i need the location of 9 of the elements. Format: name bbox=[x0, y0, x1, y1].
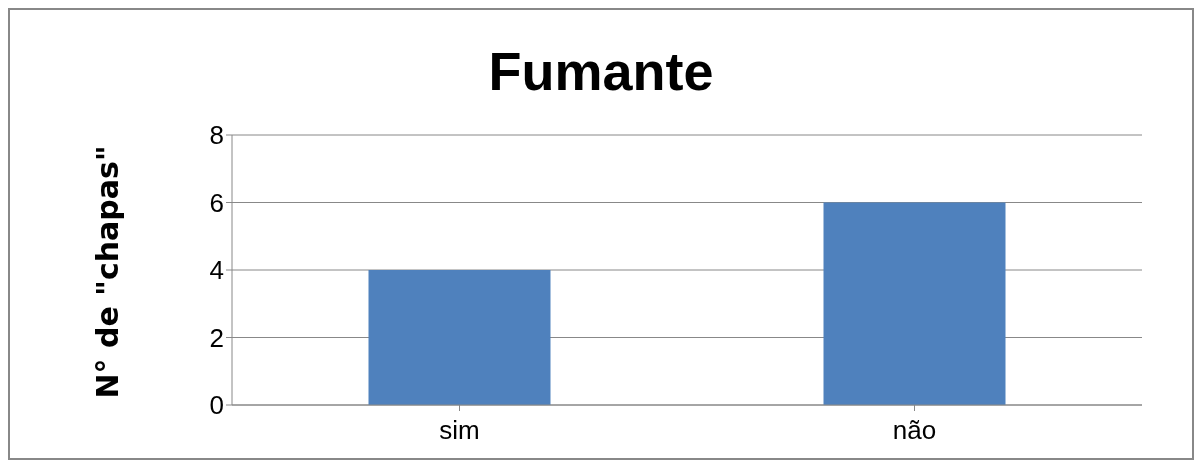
x-tick-label: sim bbox=[439, 415, 480, 446]
y-tick-label: 0 bbox=[209, 390, 224, 421]
y-axis-title: N° de "chapas" bbox=[89, 145, 125, 399]
y-tick-label: 6 bbox=[209, 187, 224, 218]
chart-title: Fumante bbox=[487, 40, 715, 102]
y-tick-label: 2 bbox=[209, 322, 224, 353]
y-tick-label: 8 bbox=[209, 120, 224, 151]
x-tick-label: não bbox=[892, 415, 937, 446]
y-tick-label: 4 bbox=[209, 255, 224, 286]
